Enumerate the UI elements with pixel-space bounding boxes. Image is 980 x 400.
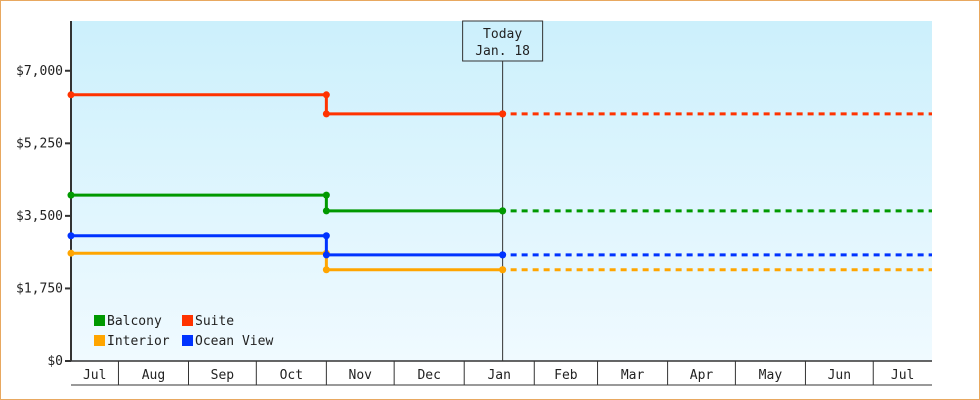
x-tick-label: Jun [828, 368, 851, 383]
legend-swatch [182, 315, 193, 326]
legend-label: Interior [107, 334, 170, 349]
today-box [462, 20, 544, 62]
x-tick-label: Jul [83, 368, 106, 383]
data-point [499, 266, 507, 274]
data-point [499, 251, 507, 259]
x-tick-label: Feb [554, 368, 578, 383]
data-point [499, 207, 507, 215]
x-tick-label: Mar [621, 368, 645, 383]
legend-swatch [182, 335, 193, 346]
data-point [322, 191, 330, 199]
x-tick-label: Jul [891, 368, 914, 383]
data-point [322, 207, 330, 215]
x-tick-label: Oct [280, 368, 303, 383]
legend-label: Suite [195, 314, 234, 329]
series-line-interior [71, 251, 503, 272]
y-tick-label: $0 [47, 354, 63, 369]
today-date: Jan. 18 [475, 44, 530, 59]
x-tick-label: Dec [417, 368, 440, 383]
today-label: Today [483, 27, 522, 42]
data-point [322, 266, 330, 274]
legend-swatch [94, 335, 105, 346]
data-point [322, 110, 330, 118]
series-line-balcony [71, 193, 503, 213]
y-tick-label: $7,000 [16, 64, 63, 79]
y-tick-label: $5,250 [16, 136, 63, 151]
x-tick-label: May [759, 368, 783, 383]
data-point [499, 110, 507, 118]
data-point [67, 232, 75, 240]
series-line-suite [71, 93, 503, 116]
y-tick-label: $1,750 [16, 281, 63, 296]
legend-label: Ocean View [195, 334, 273, 349]
data-point [67, 191, 75, 199]
legend-swatch [94, 315, 105, 326]
series-line-ocean-view [71, 234, 503, 257]
data-point [322, 251, 330, 259]
data-point [322, 232, 330, 240]
x-tick-label: Sep [211, 368, 235, 383]
y-tick-label: $3,500 [16, 209, 63, 224]
x-tick-label: Nov [349, 368, 373, 383]
data-point [67, 249, 75, 257]
x-tick-label: Apr [690, 368, 714, 383]
x-tick-label: Aug [142, 368, 165, 383]
data-point [67, 91, 75, 99]
x-tick-label: Jan [487, 368, 510, 383]
legend-label: Balcony [107, 314, 162, 329]
data-point [322, 91, 330, 99]
plot-area [71, 21, 932, 361]
